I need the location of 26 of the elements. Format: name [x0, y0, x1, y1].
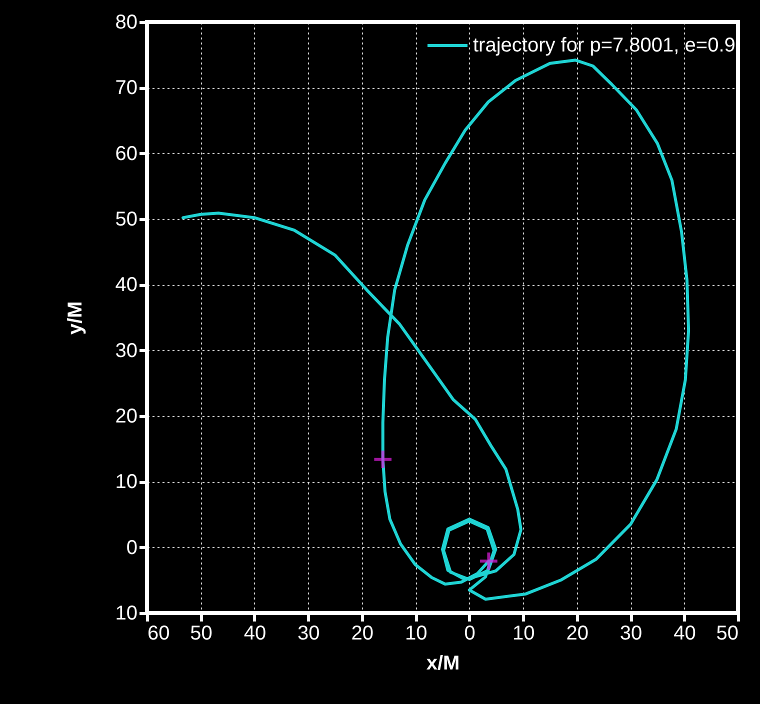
x-tick-label: 40	[244, 622, 266, 644]
y-tick-label: 50	[115, 208, 138, 230]
x-tick-label: 0	[464, 622, 476, 644]
x-axis-title: x/M	[426, 652, 460, 674]
y-tick-label: 10	[115, 602, 138, 624]
y-tick-label: 70	[115, 77, 138, 100]
x-tick-label: 10	[405, 622, 428, 644]
y-tick-label: 20	[115, 406, 138, 428]
y-tick-label: 30	[115, 340, 138, 362]
y-axis-title: y/M	[64, 301, 86, 335]
x-tick-label: 50	[716, 622, 738, 644]
line-series	[181, 58, 690, 601]
x-tick-label: 60	[148, 622, 170, 644]
y-tick-label: 60	[115, 142, 138, 165]
x-tick-label: 20	[351, 622, 374, 644]
x-tick-label: 50	[190, 622, 212, 644]
y-tick-label: 40	[115, 274, 138, 296]
legend-label: trajectory for p=7.8001, e=0.9	[473, 34, 736, 56]
x-tick-label: 30	[620, 622, 642, 644]
x-tick-label: 30	[298, 622, 320, 644]
x-tick-label: 40	[674, 622, 696, 644]
y-tick-label: 10	[115, 471, 138, 494]
y-tick-label: 80	[115, 12, 138, 34]
y-tick-label: 0	[126, 536, 138, 559]
x-tick-label: 10	[512, 622, 535, 644]
x-tick-label: 20	[566, 622, 588, 644]
